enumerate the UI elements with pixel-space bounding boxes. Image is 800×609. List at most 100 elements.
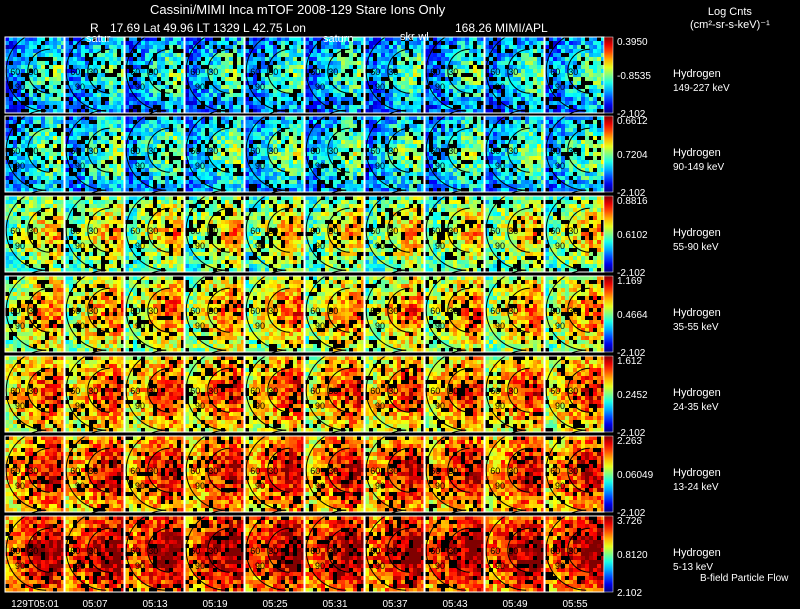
heatmap-cell <box>297 81 301 85</box>
heatmap-cell <box>85 81 89 85</box>
heatmap-cell <box>169 148 173 152</box>
heatmap-cell <box>125 93 129 97</box>
heatmap-cell <box>537 120 541 124</box>
heatmap-cell <box>41 128 45 132</box>
heatmap-cell <box>237 57 241 61</box>
heatmap-cell <box>53 124 57 128</box>
contour-line <box>485 30 527 112</box>
heatmap-cell <box>305 144 309 148</box>
heatmap-cell <box>457 65 461 69</box>
heatmap-cell <box>77 53 81 57</box>
heatmap-cell <box>293 69 297 73</box>
heatmap-cell <box>521 128 525 132</box>
heatmap-cell <box>105 116 109 120</box>
heatmap-cell <box>437 120 441 124</box>
heatmap-cell <box>433 57 437 61</box>
heatmap-cell <box>509 180 513 184</box>
heatmap-cell <box>593 89 597 93</box>
heatmap-cell <box>569 116 573 120</box>
heatmap-cell <box>129 160 133 164</box>
heatmap-cell <box>485 164 489 168</box>
heatmap-cell <box>109 116 113 120</box>
heatmap-cell <box>437 37 441 41</box>
heatmap-cell <box>477 132 481 136</box>
heatmap-cell <box>357 89 361 93</box>
heatmap-cell <box>241 124 245 128</box>
heatmap-cell <box>577 41 581 45</box>
colorbar-mid-label: -0.8535 <box>617 71 651 82</box>
heatmap-cell <box>113 89 117 93</box>
heatmap-cell <box>141 132 145 136</box>
heatmap-cell <box>77 128 81 132</box>
heatmap-cell <box>477 89 481 93</box>
heatmap-cell <box>537 128 541 132</box>
heatmap-cell <box>501 73 505 77</box>
heatmap-cell <box>513 120 517 124</box>
heatmap-cell <box>97 81 101 85</box>
heatmap-cell <box>341 136 345 140</box>
heatmap-cell <box>297 132 301 136</box>
heatmap-cell <box>401 136 405 140</box>
heatmap-cell <box>273 172 277 176</box>
heatmap-cell <box>385 69 389 73</box>
heatmap-cell <box>413 73 417 77</box>
heatmap-cell <box>121 160 125 164</box>
heatmap-cell <box>473 188 477 192</box>
heatmap-cell <box>29 97 33 101</box>
heatmap-cell <box>561 73 565 77</box>
heatmap-cell <box>261 184 265 188</box>
contour-label: 30 <box>28 146 38 156</box>
heatmap-cell <box>29 200 33 204</box>
heatmap-cell <box>321 184 325 188</box>
heatmap-cell <box>9 57 13 61</box>
heatmap-cell <box>29 37 33 41</box>
heatmap-cell <box>297 156 301 160</box>
heatmap-cell <box>253 37 257 41</box>
heatmap-cell <box>41 148 45 152</box>
heatmap-cell <box>61 69 65 73</box>
heatmap-cell <box>281 124 285 128</box>
heatmap-cell <box>385 176 389 180</box>
heatmap-cell <box>281 168 285 172</box>
heatmap-cell <box>281 73 285 77</box>
heatmap-cell <box>557 41 561 45</box>
heatmap-cell <box>541 65 545 69</box>
heatmap-cell <box>481 164 485 168</box>
heatmap-cell <box>537 184 541 188</box>
heatmap-cell <box>89 49 93 53</box>
heatmap-cell <box>313 160 317 164</box>
heatmap-cell <box>169 132 173 136</box>
heatmap-cell <box>89 148 93 152</box>
heatmap-cell <box>293 73 297 77</box>
heatmap-cell <box>281 65 285 69</box>
heatmap-cell <box>433 65 437 69</box>
heatmap-cell <box>541 184 545 188</box>
heatmap-cell <box>229 128 233 132</box>
heatmap-cell <box>461 45 465 49</box>
heatmap-cell <box>437 85 441 89</box>
heatmap-cell <box>525 81 529 85</box>
heatmap-cell <box>449 140 453 144</box>
heatmap-cell <box>45 61 49 65</box>
heatmap-cell <box>565 172 569 176</box>
heatmap-cell <box>233 77 237 81</box>
heatmap-cell <box>261 188 265 192</box>
heatmap-cell <box>285 184 289 188</box>
heatmap-cell <box>249 156 253 160</box>
heatmap-cell <box>385 105 389 109</box>
heatmap-cell <box>45 73 49 77</box>
heatmap-cell <box>285 57 289 61</box>
heatmap-cell <box>581 116 585 120</box>
heatmap-cell <box>213 73 217 77</box>
heatmap-cell <box>469 128 473 132</box>
heatmap-cell <box>585 101 589 105</box>
heatmap-cell <box>585 97 589 101</box>
heatmap-cell <box>301 164 305 168</box>
heatmap-cell <box>449 148 453 152</box>
heatmap-cell <box>441 188 445 192</box>
heatmap-cell <box>477 93 481 97</box>
heatmap-cell <box>449 180 453 184</box>
heatmap-cell <box>53 136 57 140</box>
heatmap-cell <box>429 180 433 184</box>
heatmap-cell <box>25 136 29 140</box>
